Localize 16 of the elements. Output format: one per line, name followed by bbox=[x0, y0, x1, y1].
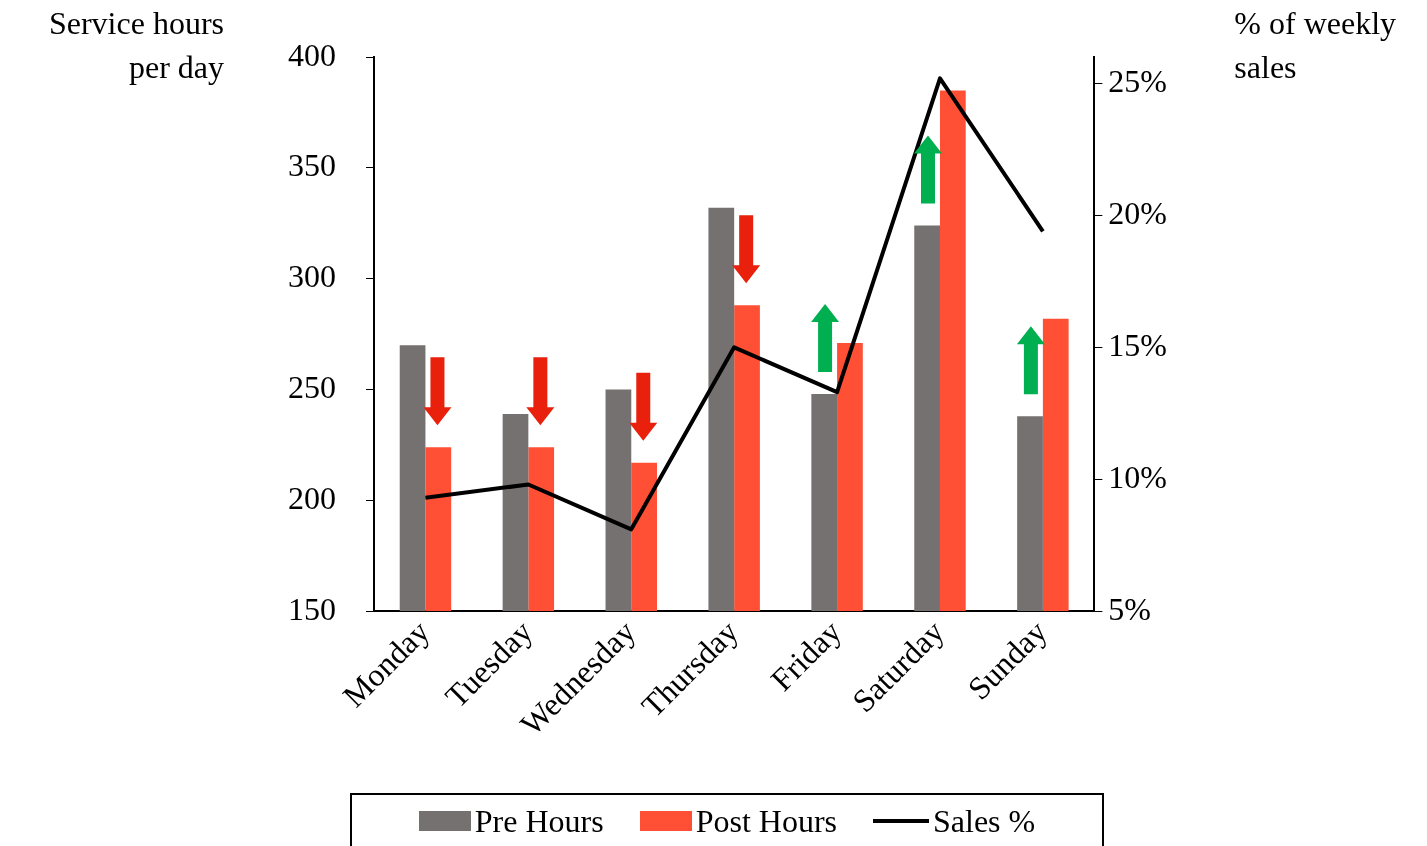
y2-tick-label: 15% bbox=[1108, 326, 1167, 363]
y-tick-label: 400 bbox=[288, 36, 336, 73]
y-tick-label: 250 bbox=[288, 368, 336, 405]
y2-tick-label: 10% bbox=[1108, 458, 1167, 495]
legend-label: Pre Hours bbox=[474, 802, 604, 840]
y-tick-label: 350 bbox=[288, 147, 336, 184]
y2-tick-label: 20% bbox=[1108, 194, 1167, 231]
y-tick-label: 300 bbox=[288, 258, 336, 295]
legend-label: Post Hours bbox=[695, 802, 838, 840]
legend-label: Sales % bbox=[933, 802, 1036, 840]
y2-tick-label: 25% bbox=[1108, 62, 1167, 99]
y-axis-title: Service hours per day bbox=[48, 5, 224, 86]
y2-tick-label: 5% bbox=[1108, 590, 1151, 627]
y-tick-label: 200 bbox=[288, 479, 336, 516]
y2-axis-title: % of weekly sales bbox=[1234, 5, 1397, 86]
y-tick-label: 150 bbox=[288, 590, 336, 627]
